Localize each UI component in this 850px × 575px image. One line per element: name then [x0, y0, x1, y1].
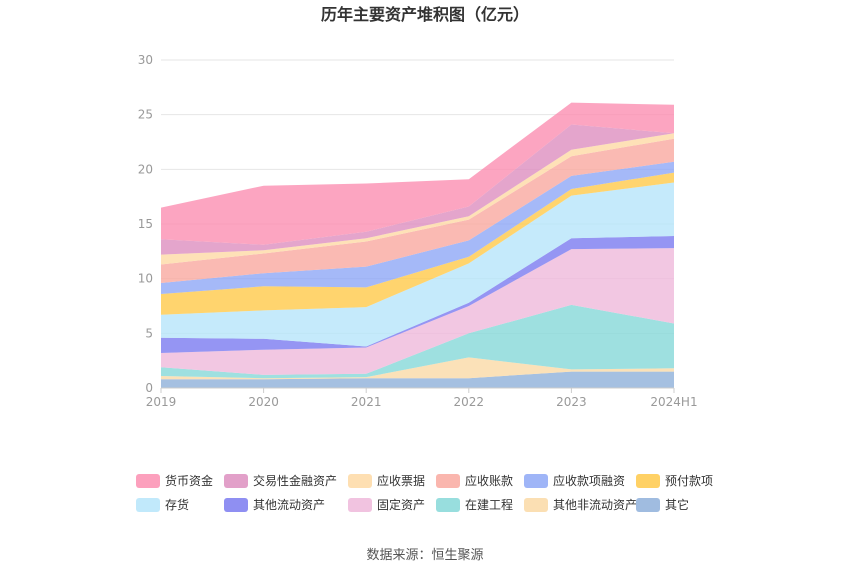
legend-swatch — [436, 474, 460, 488]
x-tick-label: 2024H1 — [650, 395, 697, 409]
x-tick-label: 2020 — [248, 395, 279, 409]
legend-swatch — [524, 498, 548, 512]
legend-label: 固定资产 — [377, 497, 425, 512]
legend-swatch — [224, 498, 248, 512]
legend-item[interactable]: 固定资产 — [348, 497, 425, 512]
area-应收款项融资 — [161, 161, 674, 294]
legend-item[interactable]: 预付款项 — [636, 474, 713, 488]
area-预付款项 — [161, 172, 674, 315]
y-tick-label: 5 — [145, 326, 153, 340]
legend-label: 应收款项融资 — [553, 473, 625, 488]
x-axis: 2019 2020 2021 2022 2023 2024H1 — [146, 387, 698, 409]
legend-item[interactable]: 其他非流动资产 — [524, 498, 637, 512]
y-tick-label: 0 — [145, 381, 153, 395]
legend-item[interactable]: 应收票据 — [348, 473, 425, 488]
legend-label: 其它 — [665, 497, 689, 512]
legend-label: 其他非流动资产 — [553, 498, 637, 512]
legend-label: 交易性金融资产 — [253, 473, 337, 488]
legend-swatch — [136, 498, 160, 512]
legend-label: 在建工程 — [465, 497, 513, 512]
y-tick-label: 20 — [138, 162, 153, 176]
legend-label: 应收账款 — [465, 473, 513, 488]
area-固定资产 — [161, 248, 674, 375]
area-应收票据 — [161, 133, 674, 265]
legend-swatch — [348, 498, 372, 512]
legend-swatch — [136, 474, 160, 488]
y-tick-label: 15 — [138, 217, 153, 231]
legend-item[interactable]: 货币资金 — [136, 473, 213, 488]
area-其他非流动资产 — [161, 357, 674, 380]
legend-item[interactable]: 交易性金融资产 — [224, 473, 337, 488]
y-tick-label: 25 — [138, 108, 153, 122]
area-其他流动资产 — [161, 236, 674, 353]
legend-swatch — [436, 498, 460, 512]
x-tick-label: 2021 — [351, 395, 382, 409]
area-series — [161, 102, 674, 388]
legend-label: 其他流动资产 — [253, 498, 325, 512]
legend-label: 预付款项 — [665, 474, 713, 488]
legend-item[interactable]: 在建工程 — [436, 497, 513, 512]
legend-label: 应收票据 — [377, 473, 425, 488]
y-tick-label: 10 — [138, 272, 153, 286]
area-交易性金融资产 — [161, 124, 674, 255]
legend-swatch — [224, 474, 248, 488]
x-tick-label: 2023 — [556, 395, 587, 409]
legend-swatch — [636, 474, 660, 488]
y-tick-label: 30 — [138, 53, 153, 67]
area-其它 — [161, 371, 674, 388]
legend-item[interactable]: 存货 — [136, 497, 189, 512]
legend-swatch — [348, 474, 372, 488]
chart-title: 历年主要资产堆积图（亿元） — [321, 5, 529, 24]
x-tick-label: 2022 — [454, 395, 485, 409]
legend-item[interactable]: 应收款项融资 — [524, 473, 625, 488]
legend-label: 货币资金 — [165, 473, 213, 488]
legend-swatch — [636, 498, 660, 512]
area-货币资金 — [161, 102, 674, 245]
legend-item[interactable]: 其他流动资产 — [224, 498, 325, 512]
legend-swatch — [524, 474, 548, 488]
x-tick-label: 2019 — [146, 395, 177, 409]
y-axis: 0 5 10 15 20 25 30 — [138, 53, 153, 395]
legend-item[interactable]: 应收账款 — [436, 473, 513, 488]
area-应收账款 — [161, 138, 674, 283]
area-存货 — [161, 182, 674, 347]
legend-label: 存货 — [165, 497, 189, 512]
legend-item[interactable]: 其它 — [636, 497, 689, 512]
data-source: 数据来源：恒生聚源 — [366, 548, 483, 563]
area-在建工程 — [161, 304, 674, 379]
